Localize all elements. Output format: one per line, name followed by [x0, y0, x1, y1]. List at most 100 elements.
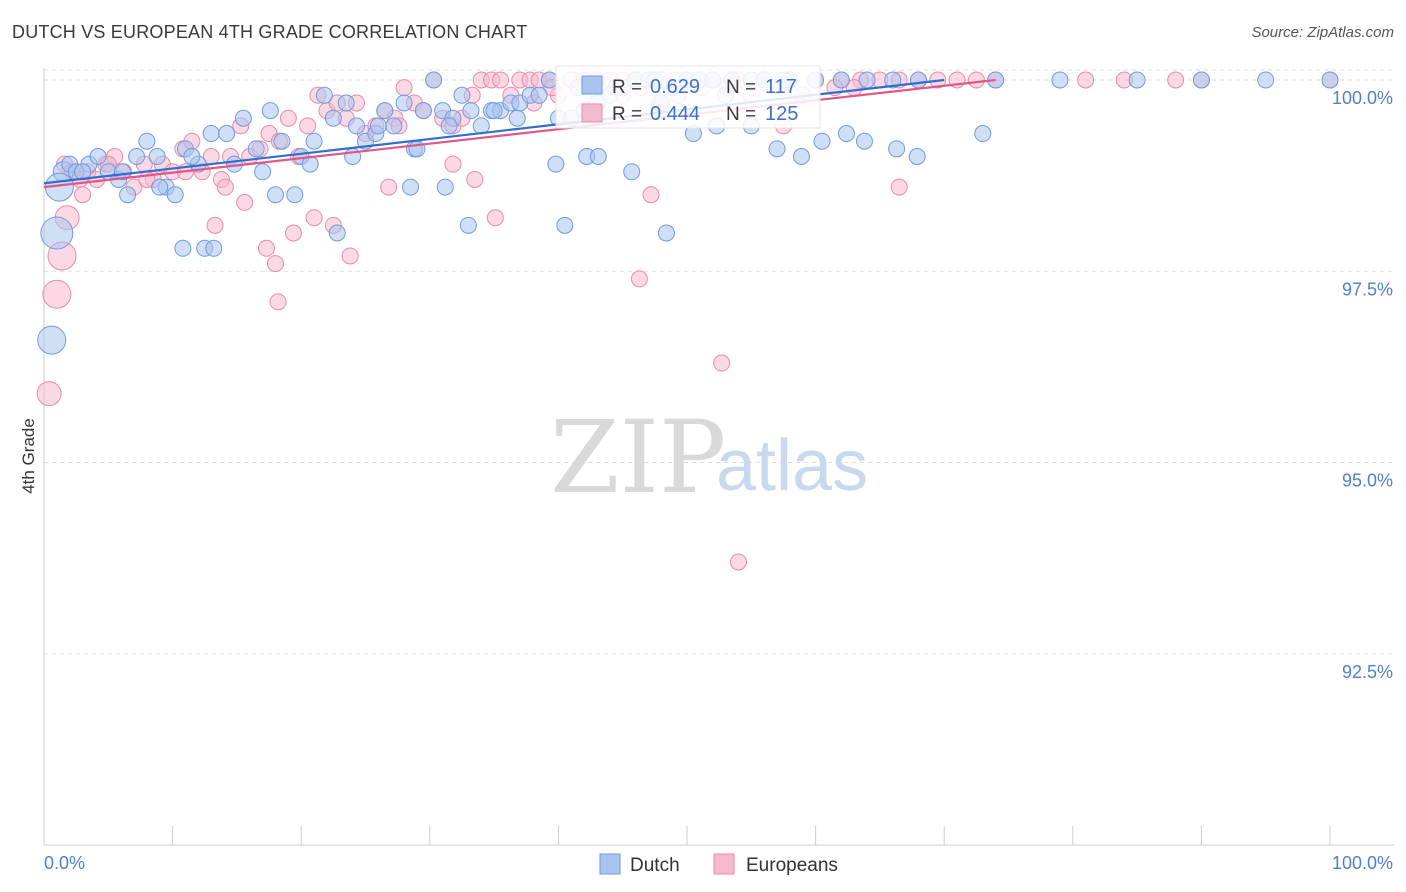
dutch-points: [37, 71, 1339, 355]
dutch-point: [174, 239, 192, 257]
dutch-point: [547, 155, 565, 173]
dutch-point: [376, 102, 394, 120]
dutch-point: [324, 109, 342, 127]
dutch-point: [305, 132, 323, 150]
dutch-point: [40, 216, 74, 250]
dutch-point: [402, 178, 420, 196]
watermark-atlas: atlas: [716, 426, 868, 506]
europeans-point: [236, 193, 254, 211]
dutch-point: [218, 125, 236, 143]
legend-europeans-label: Europeans: [746, 855, 838, 876]
dutch-point: [792, 148, 810, 165]
dutch-point: [286, 186, 304, 204]
dutch-n-label: N =: [726, 77, 756, 98]
europeans-point: [266, 255, 284, 273]
dutch-point: [768, 140, 786, 158]
europeans-point: [444, 155, 462, 173]
dutch-point: [273, 132, 291, 150]
europeans-swatch: [581, 103, 603, 123]
dutch-point: [328, 224, 346, 242]
dutch-point: [974, 125, 992, 143]
europeans-point: [257, 239, 275, 257]
dutch-point: [832, 71, 850, 89]
europeans-point: [729, 553, 747, 571]
dutch-point: [436, 178, 454, 196]
dutch-point: [369, 117, 387, 135]
europeans-point: [42, 279, 72, 309]
y-tick-labels: 100.0% 97.5% 95.0% 92.5%: [1332, 88, 1393, 682]
dutch-point: [909, 71, 927, 89]
dutch-point: [37, 325, 67, 355]
dutch-point: [813, 132, 831, 150]
dutch-point: [315, 86, 333, 104]
dutch-point: [395, 94, 413, 112]
y-tick-label: 100.0%: [1332, 88, 1393, 108]
dutch-point: [151, 178, 169, 196]
dutch-point: [462, 102, 480, 120]
dutch-point: [1321, 71, 1339, 89]
y-tick-label: 95.0%: [1342, 471, 1393, 491]
dutch-point: [508, 109, 526, 127]
europeans-point: [466, 170, 484, 188]
europeans-point: [284, 224, 302, 242]
europeans-point: [341, 247, 359, 265]
europeans-point: [630, 270, 648, 288]
europeans-point: [299, 117, 317, 135]
dutch-point: [485, 102, 503, 120]
dutch-point: [347, 117, 365, 135]
europeans-point: [1077, 71, 1095, 89]
x-tick-labels: 0.0% 100.0%: [44, 853, 1393, 873]
dutch-point: [453, 86, 471, 104]
europeans-point: [216, 178, 234, 196]
dutch-point: [128, 148, 146, 165]
europeans-point: [279, 109, 297, 127]
dutch-point: [530, 86, 548, 104]
legend-dutch-label: Dutch: [630, 855, 680, 876]
europeans-point: [305, 209, 323, 227]
watermark: ZIP atlas: [550, 399, 868, 516]
europeans-n-value: 125: [765, 103, 798, 125]
dutch-point: [414, 102, 432, 120]
x-tick-label-min: 0.0%: [44, 853, 85, 873]
europeans-point: [395, 79, 413, 97]
x-tick-label-max: 100.0%: [1332, 853, 1393, 873]
dutch-point: [908, 148, 926, 165]
dutch-r-label: R =: [612, 77, 642, 98]
europeans-point: [713, 354, 731, 372]
europeans-n-label: N =: [726, 104, 756, 125]
dutch-point: [138, 132, 156, 150]
dutch-point: [858, 71, 876, 89]
dutch-point: [234, 109, 252, 127]
legend-dutch-swatch: [599, 853, 621, 875]
europeans-point: [36, 381, 62, 407]
dutch-point: [888, 140, 906, 158]
europeans-point: [890, 178, 908, 196]
dutch-point: [166, 186, 184, 204]
bottom-legend: Dutch Europeans: [599, 853, 838, 876]
dutch-point: [1192, 71, 1210, 89]
europeans-point: [642, 186, 660, 204]
europeans-point: [486, 209, 504, 227]
dutch-point: [556, 216, 574, 234]
europeans-point: [206, 216, 224, 234]
source-label: Source: ZipAtlas.com: [1251, 24, 1394, 41]
dutch-point: [1257, 71, 1275, 89]
legend-europeans-swatch: [713, 853, 735, 875]
dutch-point: [657, 224, 675, 242]
dutch-point: [855, 132, 873, 150]
europeans-point: [74, 186, 92, 204]
europeans-r-label: R =: [612, 104, 642, 125]
dutch-point: [183, 148, 201, 165]
dutch-point: [837, 125, 855, 143]
europeans-point: [269, 293, 287, 311]
watermark-zip: ZIP: [550, 399, 726, 516]
stats-legend: R = 0.629 N = 117 R = 0.444 N = 125: [555, 65, 821, 129]
dutch-point: [202, 125, 220, 143]
dutch-point: [1128, 71, 1146, 89]
chart-title: DUTCH VS EUROPEAN 4TH GRADE CORRELATION …: [12, 22, 528, 42]
dutch-point: [425, 71, 443, 89]
y-axis-title: 4th Grade: [19, 418, 38, 494]
dutch-r-value: 0.629: [650, 76, 700, 98]
dutch-point: [459, 216, 477, 234]
